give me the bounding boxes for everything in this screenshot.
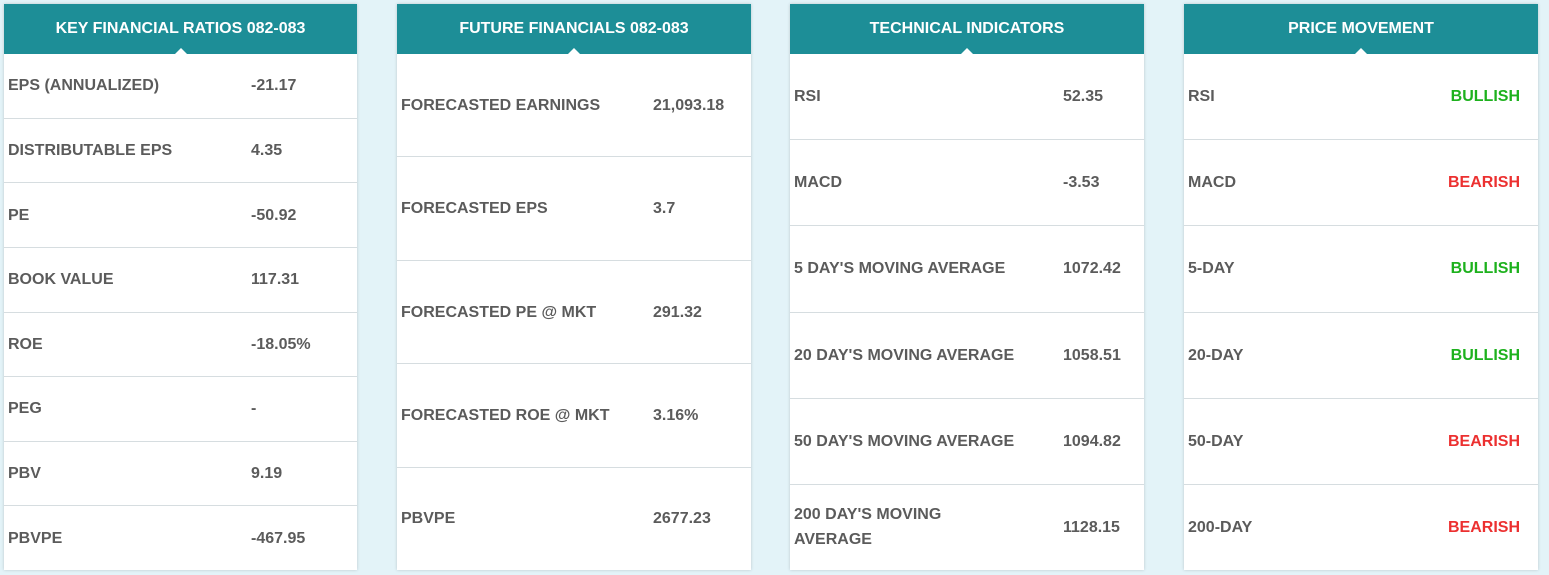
- list-item: MACD BEARISH: [1184, 139, 1538, 225]
- row-value: -: [251, 400, 257, 418]
- row-label: FORECASTED EARNINGS: [401, 96, 601, 114]
- row-label: MACD: [1188, 174, 1236, 192]
- row-label: FORECASTED ROE @ MKT: [401, 406, 610, 424]
- future-financials-card: FUTURE FINANCIALS 082-083 FORECASTED EAR…: [397, 4, 751, 570]
- price-movement-card: PRICE MOVEMENT RSI BULLISH MACD BEARISH …: [1184, 4, 1538, 570]
- future-financials-list: FORECASTED EARNINGS 21,093.18 FORECASTED…: [397, 54, 751, 570]
- row-label: PE: [8, 206, 30, 224]
- list-item: 5 DAY'S MOVING AVERAGE 1072.42: [790, 225, 1144, 311]
- list-item: FORECASTED PE @ MKT 291.32: [397, 259, 751, 363]
- list-item: 50-DAY BEARISH: [1184, 397, 1538, 484]
- row-value: 1058.51: [1063, 346, 1121, 364]
- status-badge: BEARISH: [1447, 174, 1520, 192]
- row-label: RSI: [1188, 88, 1215, 106]
- row-label: 5-DAY: [1188, 260, 1235, 278]
- row-value: -50.92: [251, 206, 297, 224]
- list-item: BOOK VALUE 117.31: [4, 246, 357, 312]
- list-item: 20-DAY BULLISH: [1184, 311, 1538, 398]
- status-badge: BEARISH: [1447, 518, 1520, 536]
- row-label: PBVPE: [401, 510, 456, 528]
- key-financial-ratios-card: KEY FINANCIAL RATIOS 082-083 EPS (ANNUAL…: [4, 4, 357, 570]
- row-label: 200-DAY: [1188, 518, 1253, 536]
- row-label: BOOK VALUE: [8, 271, 114, 289]
- row-label: FORECASTED EPS: [401, 200, 548, 218]
- list-item: 200 DAY'S MOVING AVERAGE 1128.15: [790, 483, 1144, 570]
- status-badge: BULLISH: [1450, 88, 1520, 106]
- row-value: 1094.82: [1063, 432, 1121, 450]
- row-label: ROE: [8, 335, 43, 353]
- status-badge: BEARISH: [1447, 432, 1520, 450]
- row-value: 4.35: [251, 141, 283, 159]
- list-item: PBV 9.19: [4, 440, 357, 506]
- row-value: 9.19: [251, 465, 283, 483]
- row-label: MACD: [794, 174, 842, 192]
- list-item: 20 DAY'S MOVING AVERAGE 1058.51: [790, 311, 1144, 398]
- row-label: FORECASTED PE @ MKT: [401, 303, 597, 321]
- list-item: PEG -: [4, 376, 357, 441]
- technical-indicators-card: TECHNICAL INDICATORS RSI 52.35 MACD -3.5…: [790, 4, 1144, 570]
- row-label: PBV: [8, 465, 41, 483]
- row-value: -18.05%: [251, 335, 311, 353]
- list-item: PBVPE 2677.23: [397, 466, 751, 570]
- list-item: PE -50.92: [4, 182, 357, 247]
- list-item: MACD -3.53: [790, 139, 1144, 225]
- card-title: TECHNICAL INDICATORS: [790, 4, 1144, 55]
- ratios-list: EPS (ANNUALIZED) -21.17 DISTRIBUTABLE EP…: [4, 54, 357, 570]
- list-item: DISTRIBUTABLE EPS 4.35: [4, 117, 357, 183]
- row-value: 117.31: [251, 271, 300, 289]
- card-title: FUTURE FINANCIALS 082-083: [397, 4, 751, 55]
- row-value: 52.35: [1063, 88, 1104, 106]
- row-value: -467.95: [251, 529, 306, 547]
- row-label: EPS (ANNUALIZED): [8, 77, 160, 95]
- row-value: 21,093.18: [653, 96, 725, 114]
- row-value: 1072.42: [1063, 260, 1121, 278]
- row-value: 3.7: [653, 200, 676, 218]
- list-item: 5-DAY BULLISH: [1184, 225, 1538, 311]
- list-item: RSI BULLISH: [1184, 54, 1538, 139]
- price-movement-list: RSI BULLISH MACD BEARISH 5-DAY BULLISH 2…: [1184, 54, 1538, 570]
- row-label: 50 DAY'S MOVING AVERAGE: [794, 432, 1015, 450]
- list-item: ROE -18.05%: [4, 311, 357, 377]
- row-label: PBVPE: [8, 529, 63, 547]
- row-label: PEG: [8, 400, 42, 418]
- row-label: 20 DAY'S MOVING AVERAGE: [794, 346, 1015, 364]
- list-item: EPS (ANNUALIZED) -21.17: [4, 54, 357, 118]
- status-badge: BULLISH: [1450, 260, 1520, 278]
- list-item: FORECASTED EPS 3.7: [397, 156, 751, 259]
- row-value: 3.16%: [653, 406, 699, 424]
- row-label: 5 DAY'S MOVING AVERAGE: [794, 260, 1006, 278]
- row-label: RSI: [794, 88, 821, 106]
- row-value: 2677.23: [653, 510, 711, 528]
- status-badge: BULLISH: [1450, 346, 1520, 364]
- card-title: PRICE MOVEMENT: [1184, 4, 1538, 55]
- row-label: 20-DAY: [1188, 346, 1244, 364]
- row-value: -21.17: [251, 77, 297, 95]
- list-item: FORECASTED EARNINGS 21,093.18: [397, 54, 751, 156]
- row-label: 200 DAY'S MOVING AVERAGE: [794, 506, 942, 549]
- list-item: RSI 52.35: [790, 54, 1144, 139]
- row-value: 291.32: [653, 303, 702, 321]
- list-item: PBVPE -467.95: [4, 505, 357, 570]
- row-label: 50-DAY: [1188, 432, 1244, 450]
- list-item: FORECASTED ROE @ MKT 3.16%: [397, 363, 751, 466]
- card-title: KEY FINANCIAL RATIOS 082-083: [4, 4, 357, 55]
- row-value: 1128.15: [1063, 518, 1120, 536]
- list-item: 200-DAY BEARISH: [1184, 483, 1538, 570]
- row-label: DISTRIBUTABLE EPS: [8, 141, 173, 159]
- technical-indicators-list: RSI 52.35 MACD -3.53 5 DAY'S MOVING AVER…: [790, 54, 1144, 570]
- list-item: 50 DAY'S MOVING AVERAGE 1094.82: [790, 397, 1144, 484]
- row-value: -3.53: [1063, 174, 1100, 192]
